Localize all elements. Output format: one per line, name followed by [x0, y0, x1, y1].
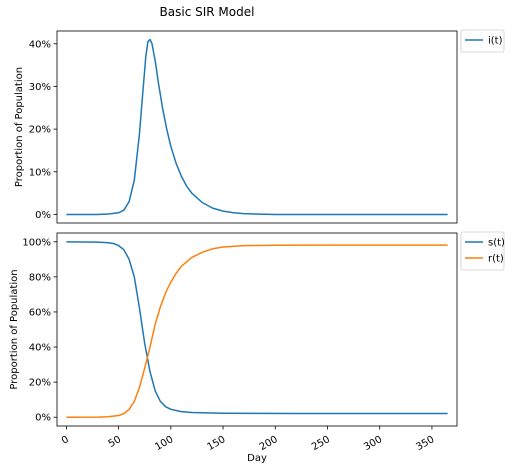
y-tick-label: 40% — [29, 343, 51, 354]
y-tick-label: 20% — [29, 125, 51, 136]
subplot-1: 0% 10% 20% 30% 40% Proportion of Population i(… — [14, 29, 505, 224]
y-axis-label: Proportion of Population — [9, 269, 20, 389]
y-tick-label: 20% — [29, 378, 51, 389]
legend: s(t) r(t) — [460, 231, 505, 271]
legend: i(t) — [460, 29, 505, 53]
y-axis-label: Proportion of Population — [14, 67, 25, 187]
series-line-st — [66, 241, 448, 415]
legend-box — [460, 29, 505, 53]
y-tick-label: 80% — [29, 272, 51, 283]
series-line-rt — [66, 244, 448, 418]
legend-label: i(t) — [488, 36, 503, 47]
x-tick-label: 0 — [60, 434, 71, 447]
legend-label: s(t) — [488, 238, 505, 249]
y-tick-label: 100% — [22, 237, 51, 248]
y-tick-label: 10% — [29, 167, 51, 178]
y-tick-label: 60% — [29, 307, 51, 318]
axes-frame — [56, 232, 458, 427]
legend-label: r(t) — [488, 254, 504, 265]
figure-title: Basic SIR Model — [160, 5, 255, 19]
y-tick-label: 40% — [29, 39, 51, 50]
series-line-it — [66, 38, 448, 216]
y-tick-label: 0% — [35, 210, 51, 221]
y-tick-label: 30% — [29, 82, 51, 93]
x-axis-label: Day — [247, 453, 267, 464]
axes-frame — [56, 30, 458, 224]
y-tick-label: 0% — [35, 413, 51, 424]
